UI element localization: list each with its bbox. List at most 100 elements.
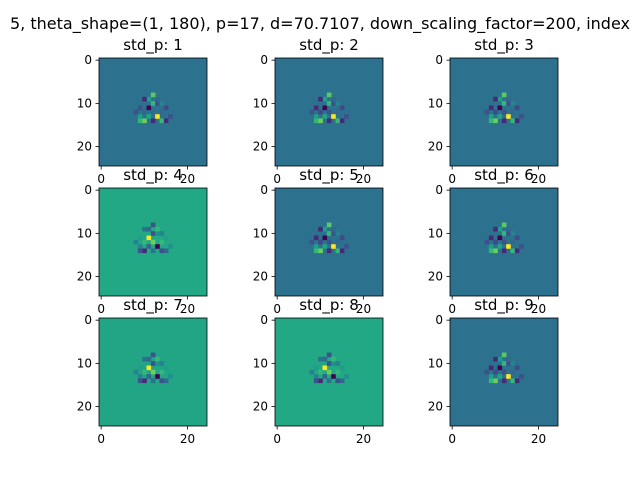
subplot-title: std_p: 7: [123, 296, 183, 315]
heatmap-cell: [155, 374, 160, 379]
heatmap-cell: [155, 231, 160, 236]
heatmap-cell: [146, 356, 152, 362]
heatmap-cell: [163, 235, 169, 241]
heatmap-cell: [497, 235, 503, 241]
y-tick-label: 20: [253, 140, 268, 154]
heatmap-cell: [484, 369, 490, 375]
heatmap-cell: [163, 118, 169, 124]
heatmap-cell: [493, 109, 498, 115]
heatmap-cell: [155, 114, 160, 119]
subplot-title: std_p: 4: [123, 166, 183, 185]
heatmap-cell: [137, 244, 143, 249]
heatmap-cell: [493, 248, 498, 254]
heatmap-cell: [331, 231, 336, 236]
heatmap-cell: [344, 374, 349, 379]
x-tick-label: 20: [356, 432, 371, 446]
heatmap-cell: [318, 378, 323, 384]
heatmap-cell: [159, 248, 165, 254]
heatmap-cell: [163, 248, 169, 254]
y-tick-label: 10: [253, 96, 268, 110]
x-tick-label: 20: [531, 302, 546, 316]
heatmap-cell: [501, 231, 507, 236]
y-tick-label: 20: [428, 140, 443, 154]
heatmap-cell: [514, 365, 520, 371]
heatmap-cell: [514, 105, 520, 111]
heatmap-cell: [493, 356, 498, 362]
y-tick-label: 10: [253, 226, 268, 240]
heatmap-cell: [501, 109, 507, 115]
heatmap-cell: [331, 96, 336, 102]
heatmap-cell: [497, 365, 503, 371]
heatmap-cell: [309, 239, 315, 245]
heatmap-cell: [159, 369, 165, 375]
heatmap-cell: [326, 231, 332, 236]
heatmap-cell: [326, 248, 332, 254]
heatmap-cell: [339, 105, 345, 111]
y-tick-label: 10: [77, 356, 92, 370]
heatmap-cell: [326, 378, 332, 384]
heatmap-cell: [155, 226, 160, 232]
heatmap-cell: [159, 231, 165, 236]
heatmap-cell: [150, 352, 156, 358]
x-tick-label: 0: [97, 432, 105, 446]
heatmap-cell: [146, 96, 152, 102]
axes-frame: [98, 317, 208, 427]
heatmap-cell: [322, 356, 328, 362]
heatmap-cell: [322, 244, 328, 249]
heatmap-cell: [497, 114, 503, 119]
heatmap-cell: [501, 222, 507, 228]
heatmap-cell: [133, 239, 139, 245]
heatmap-cell: [150, 118, 156, 124]
axes-frame: [274, 317, 384, 427]
heatmap-cell: [133, 369, 139, 375]
heatmap-cell: [313, 118, 319, 124]
heatmap-cell: [510, 109, 516, 115]
subplot-title: std_p: 9: [474, 296, 534, 315]
heatmap-cell: [150, 231, 156, 236]
heatmap-cell: [335, 118, 341, 124]
y-tick-label: 10: [428, 356, 443, 370]
heatmap-cell: [146, 374, 152, 379]
heatmap-cell: [322, 105, 328, 111]
heatmap-cell: [155, 361, 160, 366]
subplot-6: std_p: 6 0 10 20 0 20: [428, 166, 559, 316]
axes-frame: [274, 187, 384, 297]
heatmap-cell: [506, 114, 511, 119]
heatmap-cell: [318, 369, 323, 375]
heatmap-cell: [335, 248, 341, 254]
y-tick-label: 20: [77, 400, 92, 414]
y-tick-label: 0: [84, 183, 92, 197]
heatmap-cell: [326, 239, 332, 245]
y-tick-label: 10: [77, 226, 92, 240]
heatmap-cell: [163, 378, 169, 384]
heatmap-cell: [142, 239, 147, 245]
subplot-title: std_p: 8: [299, 296, 359, 315]
y-tick-label: 20: [77, 270, 92, 284]
heatmap-cell: [146, 105, 152, 111]
heatmap-cell: [322, 96, 328, 102]
heatmap-cell: [313, 248, 319, 254]
subplot-9: std_p: 9 0 10 20 0 20: [428, 296, 559, 446]
y-tick-label: 0: [435, 183, 443, 197]
x-tick-label: 20: [180, 432, 195, 446]
subplot-8: std_p: 8 0 10 20 0 20: [253, 296, 384, 446]
heatmap-cell: [514, 118, 520, 124]
heatmap-cell: [313, 105, 319, 111]
heatmap-cell: [488, 235, 494, 241]
heatmap-cell: [159, 101, 165, 106]
heatmap-cell: [150, 369, 156, 375]
heatmap-cell: [159, 118, 165, 124]
heatmap-cell: [501, 378, 507, 384]
heatmap-cell: [488, 248, 494, 254]
y-tick-label: 10: [428, 96, 443, 110]
y-tick-label: 0: [435, 313, 443, 327]
heatmap-cell: [493, 369, 498, 375]
heatmap-cell: [137, 248, 143, 254]
heatmap-cell: [142, 369, 147, 375]
heatmap-cell: [322, 235, 328, 241]
heatmap-cell: [155, 244, 160, 249]
heatmap-cell: [484, 239, 490, 245]
heatmap-cell: [318, 109, 323, 115]
heatmap-cell: [146, 114, 152, 119]
